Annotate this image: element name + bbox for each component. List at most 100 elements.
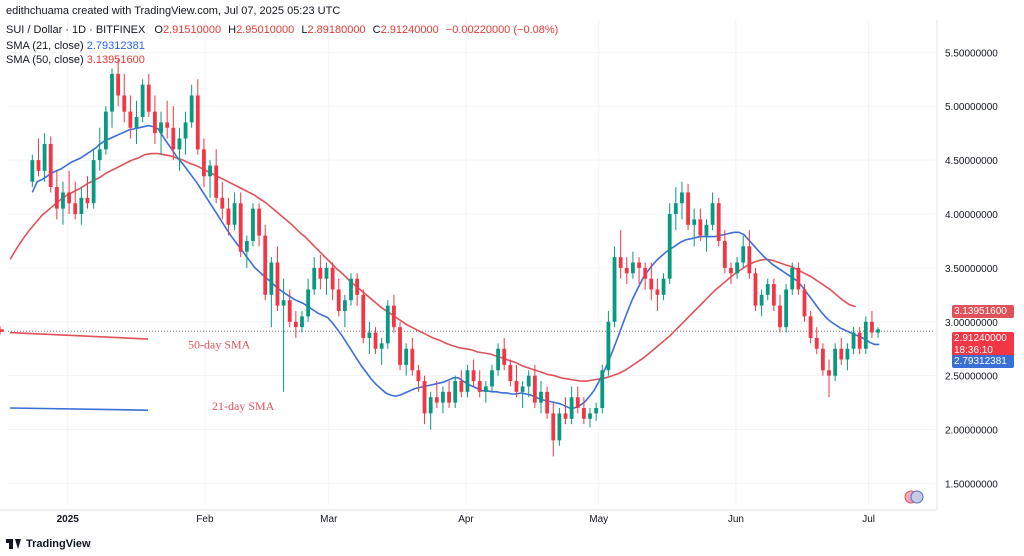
candle-body (673, 203, 678, 214)
candle-body (796, 267, 801, 290)
candle (673, 187, 678, 231)
candle-body (30, 160, 35, 182)
candle (398, 321, 402, 371)
candle (416, 364, 421, 392)
y-tick-label: 5.50000000 (945, 48, 998, 59)
candle-body (765, 284, 770, 295)
candle-body (244, 240, 249, 252)
candle-body (735, 262, 739, 274)
tradingview-brand[interactable]: TradingView (6, 538, 91, 550)
candle-body (287, 300, 292, 322)
candle-body (483, 386, 488, 392)
candle (765, 278, 770, 301)
candle (857, 327, 862, 355)
sma21-legend[interactable]: SMA (21, close) 2.79312381 (6, 40, 145, 52)
candle-body (85, 197, 90, 204)
sma50-legend[interactable]: SMA (50, close) 3.13951600 (6, 54, 145, 66)
candle-body (851, 332, 856, 349)
symbol-label[interactable]: SUI / Dollar · 1D · BITFINEX (6, 24, 146, 36)
candle-body (79, 197, 84, 214)
candle (453, 375, 458, 408)
sma50-series (9, 152, 856, 382)
candle (202, 138, 206, 188)
axes: 5.50000000 5.00000000 4.50000000 4.00000000… (0, 20, 998, 525)
candle (557, 408, 562, 446)
sma50-value: 3.13951600 (86, 54, 145, 66)
candle (661, 273, 666, 301)
candle (251, 203, 255, 247)
candle-body (569, 397, 574, 419)
candle-body (790, 267, 795, 290)
candle-body (741, 246, 746, 263)
candle-body (257, 208, 261, 236)
candle (373, 327, 378, 355)
candle (839, 337, 844, 365)
candle-body (367, 332, 372, 338)
sma50-line (9, 152, 856, 382)
candle (686, 183, 690, 231)
candle-body (692, 219, 697, 225)
candle-body (404, 348, 409, 365)
candle-body (385, 305, 390, 344)
candle-body (441, 391, 445, 403)
candle (496, 343, 500, 376)
candle-body (471, 370, 476, 382)
candle-body (140, 84, 145, 117)
candle-body (422, 381, 427, 414)
candle (165, 100, 170, 139)
candle-body (171, 127, 176, 150)
candle (61, 181, 65, 225)
y-tick-label: 2.00000000 (945, 426, 998, 437)
candle (539, 381, 543, 414)
candle-body (459, 381, 464, 392)
candle (692, 208, 697, 247)
candle (784, 284, 789, 333)
candle (483, 381, 488, 403)
y-tick-label: 4.00000000 (945, 210, 998, 221)
candle-body (477, 381, 482, 392)
candle-body (447, 391, 451, 403)
candle-body (876, 329, 880, 333)
candle (876, 327, 880, 338)
candle (54, 170, 59, 220)
ohlc-row: SUI / Dollar · 1D · BITFINEX O2.91510000… (6, 24, 558, 36)
candle-body (312, 267, 317, 290)
candle (802, 284, 807, 322)
candle-body (526, 375, 531, 387)
candle (716, 197, 721, 247)
candle-body (833, 348, 838, 376)
candle (563, 397, 568, 425)
candle-body (551, 413, 556, 441)
candle-body (48, 143, 53, 188)
candle-body (588, 413, 592, 419)
candle (649, 262, 654, 301)
candle-body (220, 197, 225, 209)
sma21-label: SMA (21, close) (6, 40, 84, 52)
candle-body (398, 327, 402, 365)
candle-body (428, 397, 433, 414)
candle-body (784, 289, 789, 328)
candle-body (91, 160, 96, 204)
candle (441, 386, 445, 414)
candle-body (496, 348, 500, 371)
candle-body (183, 122, 188, 139)
candle (722, 230, 727, 274)
candle (177, 127, 182, 171)
candle (336, 278, 341, 317)
candle (845, 343, 850, 371)
candle-body (275, 262, 280, 306)
candle-body (618, 257, 623, 268)
candle (392, 294, 396, 333)
candle (759, 289, 764, 317)
candle-body (771, 284, 776, 306)
candle-body (0, 330, 4, 332)
candle-body (251, 208, 255, 241)
candle (471, 359, 476, 387)
ohlc-c-label: C (372, 24, 381, 36)
candle (698, 208, 703, 241)
candle (790, 262, 795, 295)
candle (110, 68, 114, 128)
candle-body (870, 321, 874, 333)
grid (8, 20, 935, 505)
